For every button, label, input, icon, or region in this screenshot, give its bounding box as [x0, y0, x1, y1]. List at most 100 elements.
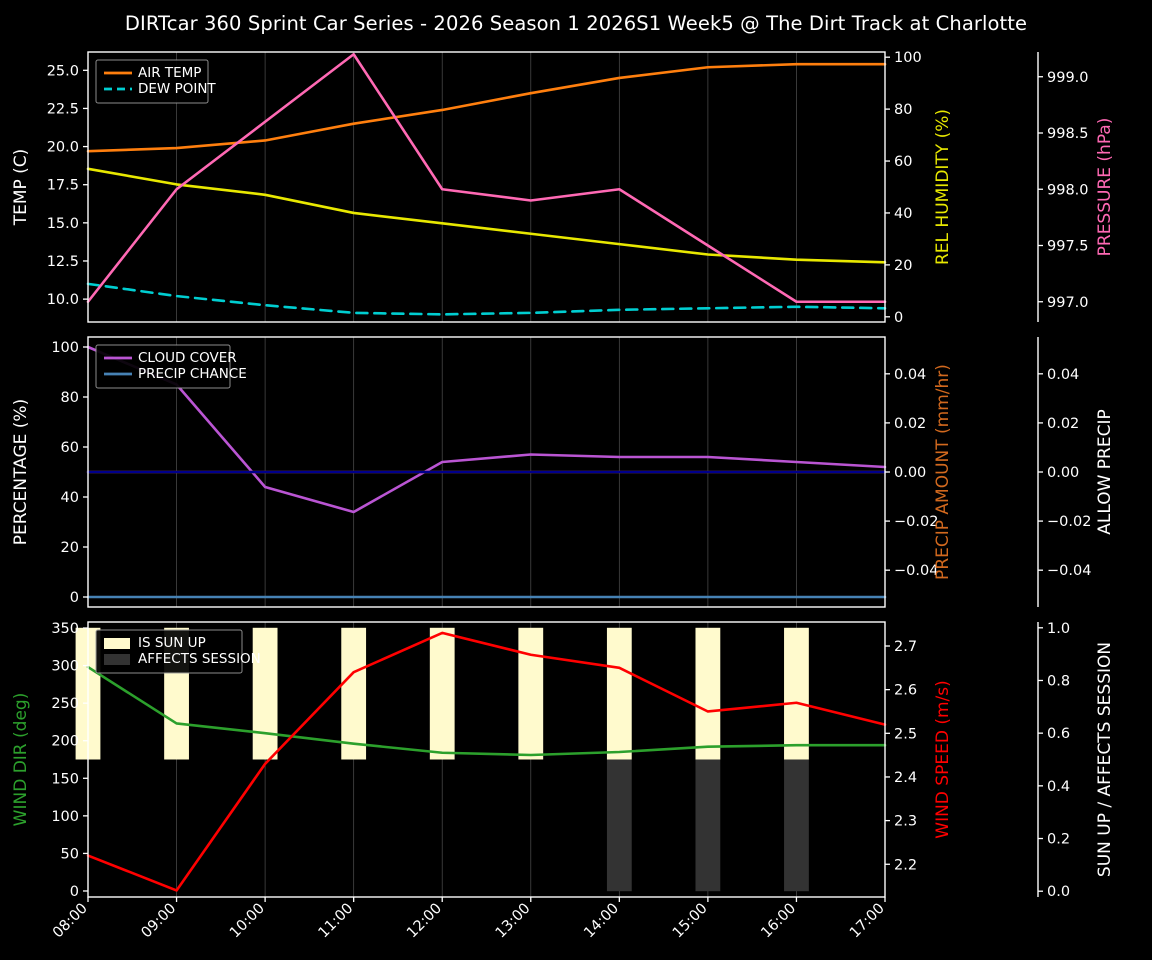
axis-tick-label: 20.0 — [47, 140, 79, 156]
axis-tick-label: 998.5 — [1047, 126, 1089, 142]
legend-box — [95, 59, 209, 104]
axis-label-right: PRECIP AMOUNT (mm/hr) — [933, 364, 953, 580]
axis-tick-label: 250 — [51, 696, 79, 712]
legend-label: AIR TEMP — [138, 65, 201, 81]
weather-temp-panel: 10.0 12.5 15.0 17.5 20.0 22.5 25.0 TEMP (C) 0 20 4… — [11, 50, 1115, 326]
axis-tick-label: 999.0 — [1047, 70, 1089, 86]
series-air-temp — [86, 62, 887, 153]
axis-tick-label: 15.0 — [47, 216, 79, 232]
axis-tick-label: 60 — [894, 154, 912, 170]
bar-affects-session — [695, 759, 721, 892]
axis-label-left: PERCENTAGE (%) — [11, 399, 31, 545]
axis-tick-label: 50 — [61, 846, 79, 862]
axis-tick-label: 0.8 — [1047, 673, 1070, 689]
axis-tick-label: 0.6 — [1047, 726, 1070, 742]
axis-tick-label: 20 — [894, 258, 912, 274]
axis-tick-label: 1.0 — [1047, 621, 1070, 637]
axis-tick-label: 0.00 — [894, 465, 926, 481]
series-dew-point — [86, 282, 887, 316]
axis-tick-label: 0 — [70, 590, 79, 606]
axis-label-left: WIND DIR (deg) — [11, 693, 31, 827]
axis-tick-label: 0.0 — [1047, 884, 1070, 900]
axis-tick-label: 997.5 — [1047, 239, 1089, 255]
axis-label-left: TEMP (C) — [11, 149, 31, 227]
axis-tick-label: 2.5 — [894, 726, 917, 742]
axis-tick-label: 997.0 — [1047, 295, 1089, 311]
legend-label: IS SUN UP — [138, 635, 206, 651]
bar-is-sun-up — [252, 627, 278, 760]
axis-tick-label: 0 — [894, 310, 903, 326]
legend-swatch — [104, 654, 130, 665]
axis-label-right: REL HUMIDITY (%) — [933, 109, 953, 265]
legend-label: PRECIP CHANCE — [138, 366, 247, 382]
axis-tick-label: 0 — [70, 884, 79, 900]
x-axis-tick-label: 13:00 — [493, 901, 534, 942]
axis-tick-label: 100 — [51, 809, 79, 825]
axis-tick-label: 12.5 — [47, 254, 79, 270]
legend-swatch — [104, 638, 130, 649]
x-axis-tick-label: 15:00 — [670, 901, 711, 942]
axis-tick-label: 17.5 — [47, 178, 79, 194]
wind-session-panel: 0 50 100 150 200 250 300 350 WIND DIR (deg) 2.2 2.… — [11, 621, 1115, 900]
series-wind-dir — [86, 665, 887, 757]
axis-tick-label: 0.4 — [1047, 779, 1070, 795]
axis-tick-label: 40 — [894, 206, 912, 222]
axis-tick-label: 80 — [61, 390, 79, 406]
bar-is-sun-up — [606, 627, 632, 760]
axis-tick-label: 22.5 — [47, 101, 79, 117]
axis-tick-label: 2.7 — [894, 639, 917, 655]
axis-tick-label: −0.02 — [1047, 514, 1091, 530]
bar-is-sun-up — [784, 627, 809, 760]
series-cloud-cover — [86, 345, 887, 514]
axis-tick-label: 998.0 — [1047, 182, 1089, 198]
axis-tick-label: 40 — [61, 490, 79, 506]
axis-label-outer: SUN UP / AFFECTS SESSION — [1095, 642, 1115, 877]
axis-tick-label: 100 — [894, 50, 922, 66]
axis-tick-label: 100 — [51, 340, 79, 356]
axis-label-outer: PRESSURE (hPa) — [1095, 118, 1115, 257]
axis-tick-label: 200 — [51, 734, 79, 750]
x-axis-tick-label: 11:00 — [316, 901, 357, 942]
axis-tick-label: 0.04 — [894, 367, 926, 383]
bar-is-sun-up — [429, 627, 455, 760]
series-pressure — [86, 52, 887, 304]
weather-temp-panel-frame — [87, 51, 886, 323]
axis-tick-label: 60 — [61, 440, 79, 456]
x-axis-tick-label: 10:00 — [227, 901, 268, 942]
axis-tick-label: 2.3 — [894, 814, 917, 830]
bar-is-sun-up — [695, 627, 721, 760]
axis-tick-label: 150 — [51, 771, 79, 787]
weather-temp-panel-background — [88, 52, 885, 322]
x-axis-tick-label: 08:00 — [50, 901, 91, 942]
axis-tick-label: −0.04 — [1047, 563, 1091, 579]
bar-affects-session — [784, 759, 809, 892]
page-title: DIRTcar 360 Sprint Car Series - 2026 Sea… — [124, 12, 1028, 35]
x-axis-tick-label: 09:00 — [139, 901, 180, 942]
wind-session-panel-frame — [87, 621, 886, 898]
series-rel-humidity — [86, 167, 887, 264]
axis-tick-label: −0.04 — [894, 563, 938, 579]
legend-box — [95, 344, 231, 389]
axis-tick-label: 0.2 — [1047, 832, 1070, 848]
axis-label-outer: ALLOW PRECIP — [1095, 409, 1115, 535]
cloud-precip-panel: 0 20 40 60 80 100 PERCENTAGE (%) −0.04 −0.02 0.00… — [11, 336, 1115, 608]
axis-tick-label: 0.02 — [894, 416, 926, 432]
axis-tick-label: 300 — [51, 659, 79, 675]
legend-label: DEW POINT — [138, 81, 216, 97]
bar-is-sun-up — [518, 627, 544, 760]
bar-affects-session — [606, 759, 632, 892]
axis-tick-label: 10.0 — [47, 292, 79, 308]
x-axis-tick-label: 16:00 — [758, 901, 799, 942]
x-axis: 08:00 09:00 10:00 11:00 12:00 13:00 14:00 15:00… — [50, 897, 888, 941]
axis-tick-label: 0.04 — [1047, 367, 1079, 383]
axis-tick-label: 20 — [61, 540, 79, 556]
axis-tick-label: 0.00 — [1047, 465, 1079, 481]
axis-tick-label: 2.6 — [894, 683, 917, 699]
series-wind-speed — [86, 631, 887, 892]
legend-label: CLOUD COVER — [138, 350, 237, 366]
bar-is-sun-up — [341, 627, 367, 760]
x-axis-tick-label: 17:00 — [847, 901, 888, 942]
axis-tick-label: 25.0 — [47, 63, 79, 79]
axis-tick-label: 80 — [894, 102, 912, 118]
